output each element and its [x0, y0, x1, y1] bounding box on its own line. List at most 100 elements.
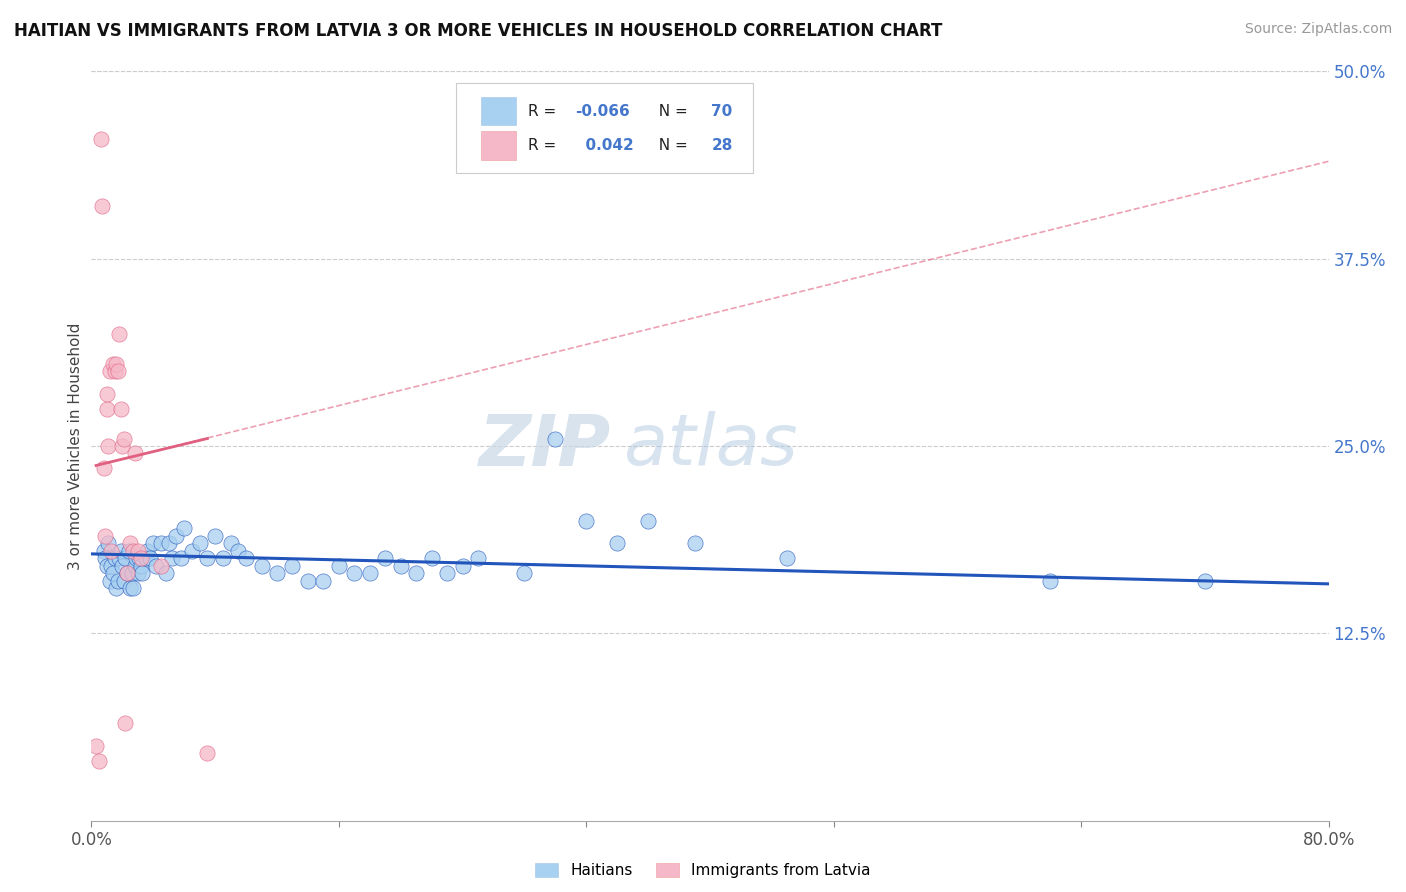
- Point: [195, 746, 219, 760]
- Point: [637, 514, 659, 528]
- Point: [266, 566, 288, 581]
- Point: [124, 446, 146, 460]
- Point: [105, 582, 128, 596]
- Point: [157, 536, 180, 550]
- Text: Source: ZipAtlas.com: Source: ZipAtlas.com: [1244, 22, 1392, 37]
- Point: [120, 536, 141, 550]
- Point: [101, 566, 124, 581]
- Point: [93, 461, 115, 475]
- Point: [136, 544, 159, 558]
- Point: [110, 401, 132, 416]
- Text: 28: 28: [711, 138, 733, 153]
- Point: [1194, 574, 1216, 588]
- Text: 0.042: 0.042: [575, 138, 634, 153]
- Point: [122, 544, 145, 558]
- Point: [142, 536, 165, 550]
- Point: [110, 544, 132, 558]
- Point: [343, 566, 366, 581]
- Point: [150, 558, 172, 573]
- Point: [328, 558, 350, 573]
- Point: [1039, 574, 1062, 588]
- Legend: Haitians, Immigrants from Latvia: Haitians, Immigrants from Latvia: [529, 857, 877, 884]
- Point: [204, 529, 226, 543]
- Point: [129, 558, 152, 573]
- Point: [104, 364, 127, 378]
- Point: [115, 566, 138, 581]
- Point: [374, 551, 396, 566]
- Point: [170, 551, 193, 566]
- Point: [87, 754, 111, 768]
- Text: atlas: atlas: [623, 411, 799, 481]
- Point: [112, 574, 135, 588]
- Point: [97, 536, 120, 550]
- Point: [389, 558, 412, 573]
- Point: [436, 566, 458, 581]
- Point: [124, 558, 146, 573]
- Point: [513, 566, 536, 581]
- Point: [281, 558, 304, 573]
- FancyBboxPatch shape: [457, 83, 754, 172]
- Point: [544, 432, 567, 446]
- Point: [98, 364, 121, 378]
- Point: [135, 551, 157, 566]
- Point: [93, 544, 115, 558]
- Point: [90, 132, 112, 146]
- Point: [97, 439, 120, 453]
- Point: [145, 558, 167, 573]
- Point: [606, 536, 628, 550]
- Point: [228, 544, 250, 558]
- Point: [111, 439, 134, 453]
- Point: [105, 357, 128, 371]
- Point: [219, 536, 242, 550]
- Point: [420, 551, 443, 566]
- Point: [120, 582, 141, 596]
- Point: [451, 558, 474, 573]
- Point: [98, 574, 121, 588]
- Point: [173, 521, 195, 535]
- Point: [101, 357, 124, 371]
- Point: [96, 558, 118, 573]
- Point: [117, 544, 139, 558]
- Point: [108, 326, 131, 341]
- Point: [100, 558, 122, 573]
- Point: [94, 529, 117, 543]
- Text: 70: 70: [711, 103, 733, 119]
- Text: R =: R =: [529, 138, 561, 153]
- Point: [150, 536, 172, 550]
- Point: [115, 566, 138, 581]
- Point: [94, 551, 117, 566]
- Point: [100, 544, 122, 558]
- Point: [114, 716, 136, 731]
- Point: [114, 551, 136, 566]
- Point: [96, 386, 118, 401]
- FancyBboxPatch shape: [481, 131, 516, 160]
- Point: [405, 566, 427, 581]
- Point: [91, 199, 114, 213]
- Point: [121, 566, 143, 581]
- Point: [166, 529, 188, 543]
- Text: R =: R =: [529, 103, 561, 119]
- Point: [128, 551, 150, 566]
- Point: [131, 566, 153, 581]
- Point: [107, 574, 129, 588]
- Point: [112, 432, 135, 446]
- Point: [129, 551, 152, 566]
- Point: [125, 551, 148, 566]
- Text: HAITIAN VS IMMIGRANTS FROM LATVIA 3 OR MORE VEHICLES IN HOUSEHOLD CORRELATION CH: HAITIAN VS IMMIGRANTS FROM LATVIA 3 OR M…: [14, 22, 942, 40]
- Point: [312, 574, 335, 588]
- Point: [250, 558, 273, 573]
- Point: [195, 551, 219, 566]
- Point: [211, 551, 233, 566]
- Point: [104, 551, 127, 566]
- Point: [235, 551, 257, 566]
- Point: [683, 536, 706, 550]
- Point: [139, 551, 162, 566]
- Point: [180, 544, 202, 558]
- Point: [188, 536, 211, 550]
- Point: [84, 739, 107, 753]
- Point: [155, 566, 177, 581]
- Point: [127, 544, 149, 558]
- Point: [575, 514, 598, 528]
- Point: [127, 566, 149, 581]
- Text: N =: N =: [650, 138, 693, 153]
